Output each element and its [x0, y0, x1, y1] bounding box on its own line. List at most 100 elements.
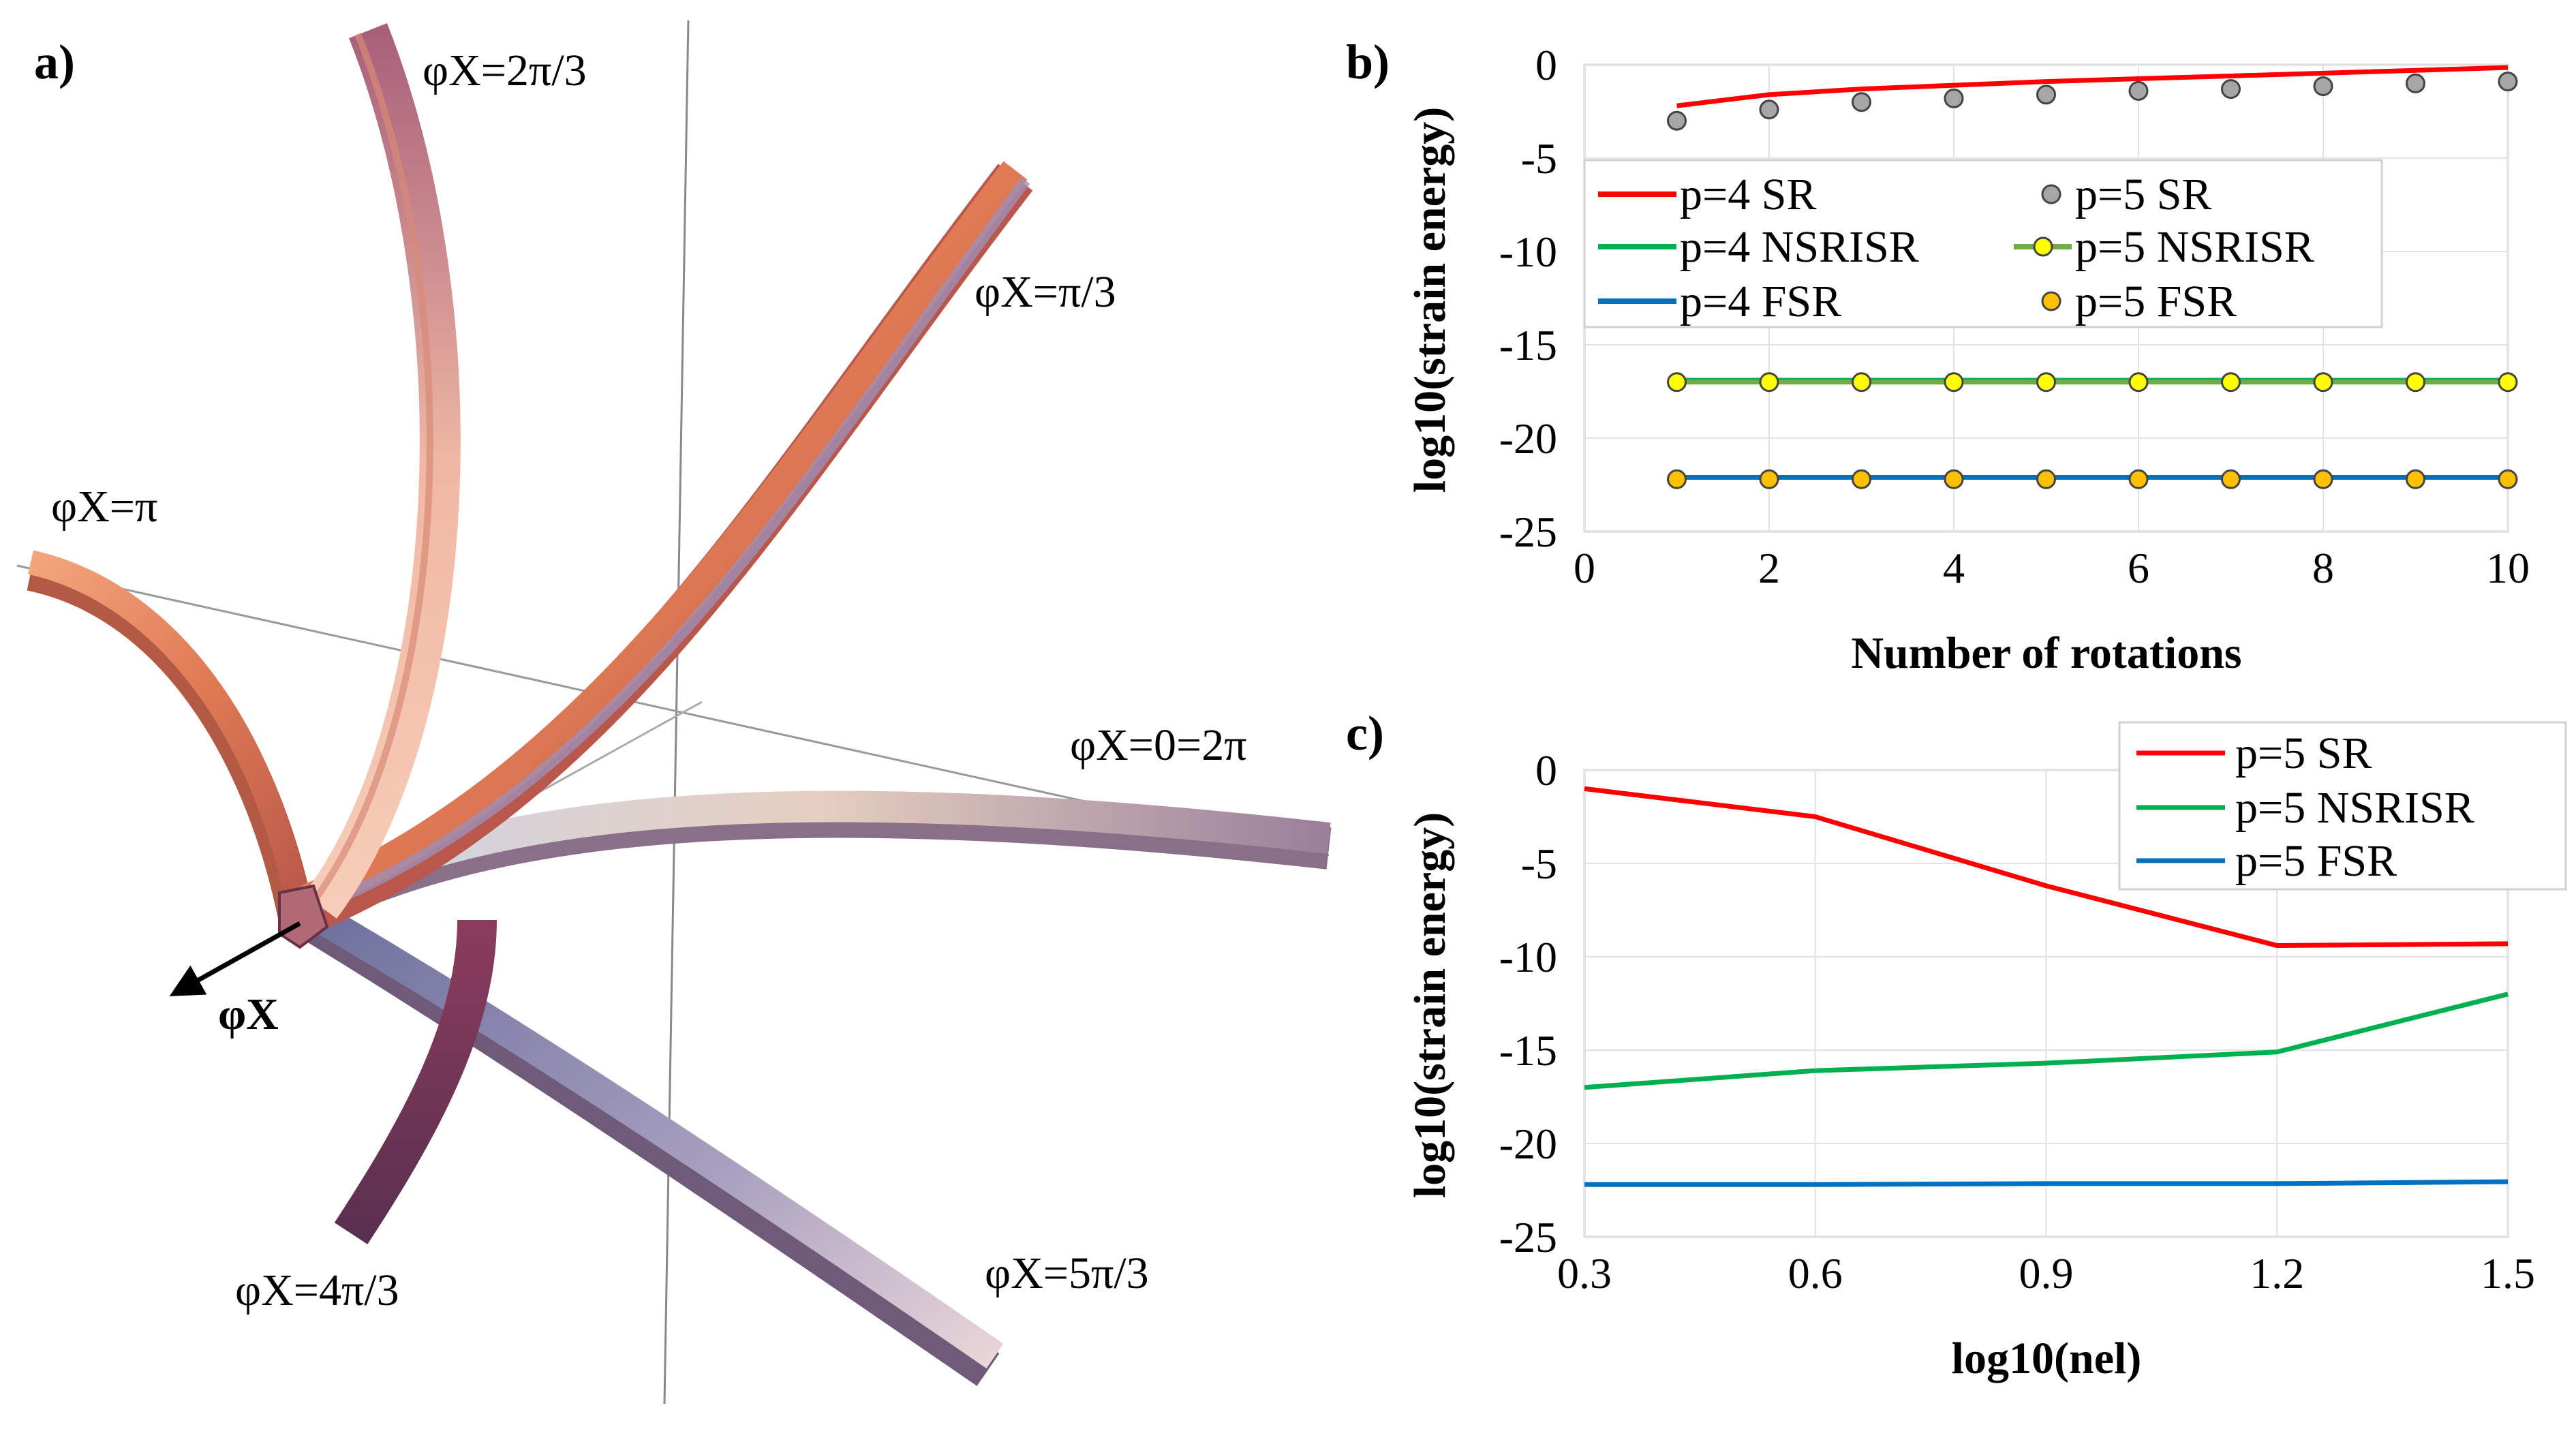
panel-c-letter: c)	[1346, 706, 1384, 760]
panel-b-series-p-5-fsr-point	[1667, 469, 1687, 489]
panel-b-series-p-5-nsrisr-point	[1759, 372, 1779, 393]
panel-b-series-p-5-nsrisr-point	[1667, 372, 1687, 393]
panel-b-series-p-5-sr-point	[1759, 99, 1779, 120]
panel-b-series-p-5-sr-point	[1667, 110, 1687, 131]
angle-label-5pi3: φX=5π/3	[985, 1248, 1149, 1298]
beam-phi-2pi3	[303, 22, 461, 919]
panel-b-series-p-5-sr-point	[2221, 79, 2241, 99]
panel-c-series-p-5-nsrisr-line	[1584, 992, 2509, 1090]
panel-b-ytick-label: -5	[1521, 134, 1557, 183]
panel-c-series-p-5-fsr-line	[1584, 1179, 2509, 1187]
panel-b-series-p-5-fsr-point	[1852, 469, 1871, 489]
beam-phi-4pi3	[334, 919, 497, 1244]
legend-label-p5-nsrisr: p=5 NSRISR	[2075, 222, 2314, 272]
panel-c-chart: c) 0 -5 -10 -15 -20 -250.3 0.6 0.9 1.2 1.5 log10(…	[1346, 706, 2567, 1383]
panel-b-xtick-label: 4	[1943, 544, 1965, 592]
panel-c-ytick-label: -15	[1499, 1026, 1557, 1075]
panel-b-chart: b) 0 -5 -10 -15 -20 -25 0 2 4 6 8 10 Number of rota…	[1346, 35, 2530, 678]
legend-label-c-p5-fsr: p=5 FSR	[2235, 836, 2397, 886]
legend-label-p4-fsr: p=4 FSR	[1680, 277, 1841, 326]
panel-c-ytick-label: -25	[1499, 1213, 1557, 1261]
panel-b-series-p-5-nsrisr-point	[2036, 372, 2056, 393]
panel-b-series	[1667, 65, 2518, 489]
legend-label-p4-sr: p=4 SR	[1680, 170, 1816, 219]
panel-b-series-p-5-fsr-point	[1944, 469, 1964, 489]
panel-b-ytick-label: -20	[1499, 414, 1557, 463]
beam-hub	[278, 884, 329, 949]
beam-phi-pi	[28, 550, 312, 916]
panel-c-y-axis-title: log10(strain energy)	[1405, 812, 1455, 1198]
panel-c-xtick-label: 0.6	[1788, 1249, 1843, 1297]
legend-swatch-p5-nsrisr	[2033, 236, 2053, 257]
beam-phi-pi3-edge	[318, 177, 1030, 912]
panel-b-y-axis-title-text: log10(strain energy)	[1405, 107, 1455, 493]
panel-b-legend-box	[1583, 159, 2383, 328]
panel-b-legend: p=4 SR p=4 NSRISR p=4 FSR p=5 SR p=5 NSR…	[1583, 159, 2383, 328]
angle-label-4pi3: φX=4π/3	[235, 1265, 399, 1315]
panel-a-letter: a)	[34, 35, 75, 89]
panel-c-legend: p=5 SR p=5 NSRISR p=5 FSR	[2118, 721, 2567, 891]
panel-b-series-p-5-sr-point	[2036, 84, 2056, 105]
panel-b-series-p-5-fsr-point	[2406, 469, 2425, 489]
panel-b-series-p-5-sr-point	[2498, 72, 2518, 92]
legend-label-c-p5-sr: p=5 SR	[2235, 728, 2372, 778]
panel-c-xtick-label: 0.9	[2019, 1249, 2074, 1297]
panel-b-series-p-5-fsr-point	[2036, 469, 2056, 489]
panel-c-series-p-5-sr-line	[1584, 786, 2509, 949]
panel-c-xtick-label: 1.2	[2250, 1249, 2304, 1297]
panel-b-series-p-5-sr-point	[2406, 73, 2425, 93]
panel-c-series	[1584, 786, 2509, 1187]
panel-c-ytick-label: 0	[1535, 746, 1557, 795]
panel-b-x-axis-title: Number of rotations	[1851, 628, 2241, 678]
beam-phi-2pi3-edge	[307, 33, 433, 908]
phi-x-axis-label: φX	[218, 989, 279, 1039]
panel-b-ytick-label: -25	[1499, 508, 1557, 556]
panel-b-xtick-label: 0	[1574, 544, 1595, 592]
panel-b-series-p-5-sr-point	[2128, 80, 2149, 101]
legend-swatch-p5-sr	[2041, 184, 2061, 204]
panel-b-series-p-5-nsrisr-point	[2406, 372, 2425, 393]
panel-b-ytick-label: -15	[1499, 321, 1557, 369]
legend-label-p4-nsrisr: p=4 NSRISR	[1680, 222, 1919, 272]
panel-c-y-axis-title-text: log10(strain energy)	[1405, 812, 1455, 1198]
panel-b-ytick-label: 0	[1535, 41, 1557, 89]
panel-b-xtick-label: 10	[2486, 544, 2530, 592]
panel-b-tick-labels: 0 -5 -10 -15 -20 -25 0 2 4 6 8 10	[1499, 41, 2530, 592]
angle-label-2pi3: φX=2π/3	[423, 46, 587, 95]
panel-c-tick-labels: 0 -5 -10 -15 -20 -250.3 0.6 0.9 1.2 1.5	[1499, 746, 2535, 1297]
panel-b-series-p-4-sr-line	[1676, 65, 2509, 108]
legend-label-p5-sr: p=5 SR	[2075, 170, 2211, 219]
angle-label-0-2pi: φX=0=2π	[1070, 720, 1247, 770]
panel-b-series-p-5-nsrisr-point	[2313, 372, 2333, 393]
panel-b-series-p-5-fsr-point	[2221, 469, 2241, 489]
legend-label-p5-fsr: p=5 FSR	[2075, 277, 2237, 326]
phi-x-axis-arrow	[169, 921, 301, 996]
panel-b-series-p-5-nsrisr-point	[2221, 372, 2241, 393]
panel-b-series-p-5-nsrisr-point	[2128, 372, 2149, 393]
panel-b-xtick-label: 2	[1758, 544, 1780, 592]
angle-label-pi: φX=π	[51, 482, 157, 532]
panel-b-xtick-label: 8	[2312, 544, 2334, 592]
panel-b-series-p-5-fsr-point	[1759, 469, 1779, 489]
panel-b-series-p-5-fsr-point	[2498, 469, 2518, 489]
panel-b-letter: b)	[1346, 35, 1390, 89]
panel-b-series-p-5-sr-point	[1852, 92, 1871, 112]
panel-b-series-p-5-fsr-point	[2128, 469, 2149, 489]
panel-c-x-axis-title: log10(nel)	[1952, 1334, 2142, 1383]
panel-b-series-p-5-sr-point	[2313, 76, 2333, 97]
panel-c-ytick-label: -10	[1499, 933, 1557, 981]
panel-c-ytick-label: -20	[1499, 1120, 1557, 1168]
panel-b-ytick-label: -10	[1499, 228, 1557, 276]
panel-c-ytick-label: -5	[1521, 840, 1557, 888]
legend-swatch-p5-fsr	[2041, 291, 2061, 311]
beam-phi-5pi3	[292, 893, 1004, 1369]
legend-label-c-p5-nsrisr: p=5 NSRISR	[2235, 783, 2474, 833]
panel-b-series-p-5-nsrisr-point	[1944, 372, 1964, 393]
angle-label-pi3: φX=π/3	[975, 267, 1116, 317]
panel-a-beam-illustration: a) φX φX=2π/3 φX=π/3 φX=π φX=0=2π φX=4π/…	[16, 20, 1332, 1404]
panel-b-series-p-5-fsr-point	[2313, 469, 2333, 489]
panel-b-xtick-label: 6	[2128, 544, 2149, 592]
panel-c-xtick-label: 1.5	[2481, 1249, 2535, 1297]
beam-phi-pi3	[301, 161, 1028, 914]
